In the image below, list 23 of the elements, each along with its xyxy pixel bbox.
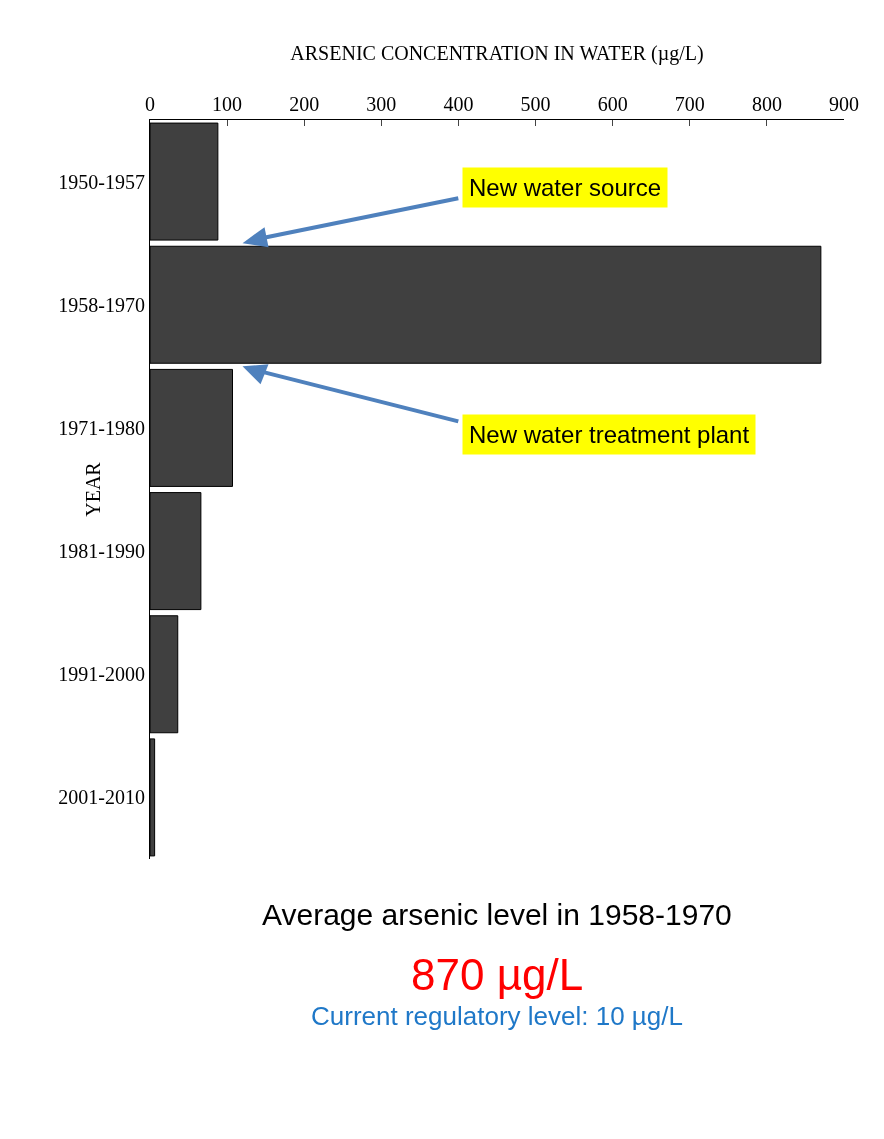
y-tick-label: 2001-2010	[58, 786, 145, 809]
y-tick-label: 1981-1990	[58, 540, 145, 563]
x-tick-label: 300	[366, 93, 397, 115]
x-tick-label: 200	[289, 93, 320, 115]
annotation: New water treatment plant	[469, 421, 750, 448]
x-tick-label: 400	[443, 93, 474, 115]
x-tick-label: 500	[520, 93, 551, 115]
y-tick-label: 1991-2000	[58, 663, 145, 686]
x-tick-label: 0	[145, 93, 155, 115]
y-tick-label: 1958-1970	[58, 293, 145, 316]
x-tick-label: 100	[212, 93, 243, 115]
x-tick-label: 900	[829, 93, 859, 115]
y-tick-label: 1971-1980	[58, 416, 145, 439]
x-tick-label: 600	[597, 93, 628, 115]
x-tick-label: 700	[674, 93, 705, 115]
y-axis-title: YEAR	[82, 461, 104, 517]
y-tick-label: 1950-1957	[58, 170, 145, 193]
annotation: New water source	[469, 174, 662, 201]
x-axis-title: ARSENIC CONCENTRATION IN WATER (µg/L)	[290, 42, 704, 65]
text: Current regulatory level: 10 µg/L	[311, 1001, 683, 1031]
text: Average arsenic level in 1958-1970	[262, 898, 732, 931]
text: 870 µg/L	[411, 950, 584, 999]
x-tick-label: 800	[751, 93, 782, 115]
